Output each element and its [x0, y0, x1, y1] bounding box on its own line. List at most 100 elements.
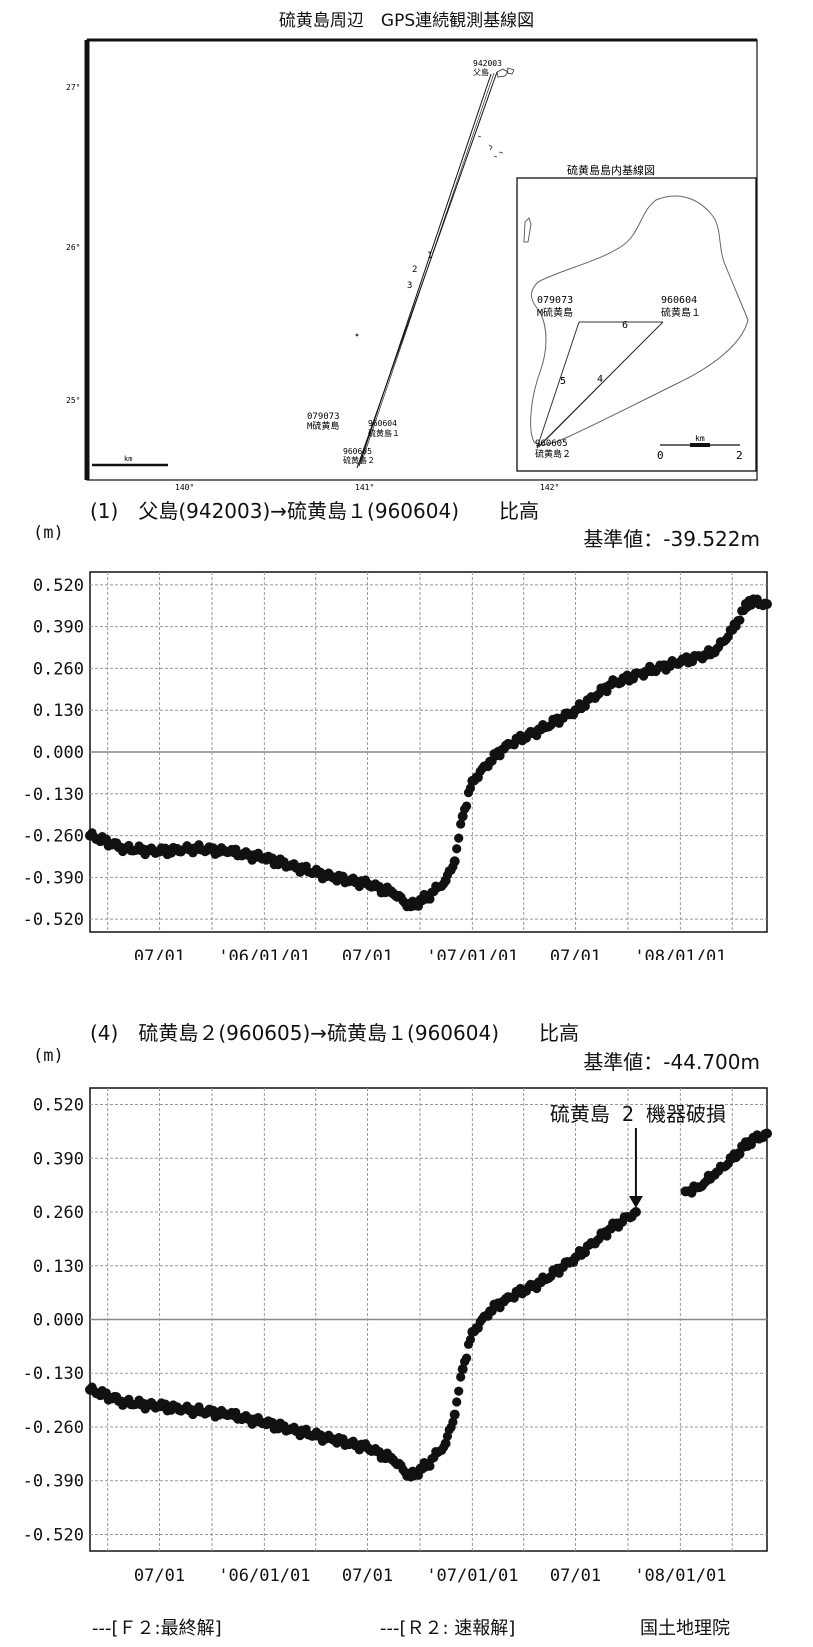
chart-1-data-dot	[760, 598, 770, 608]
inset-station-960605-name: 硫黄島２	[535, 448, 571, 460]
station-960604-id: 960604	[368, 419, 397, 428]
chart-1-y-tick-label: 0.260	[33, 659, 84, 679]
chichijima-island-2	[506, 67, 515, 75]
station-079073-name: M硫黄島	[307, 420, 339, 432]
chart-2-data-point	[449, 1409, 460, 1420]
chart-2-data-point	[457, 1364, 468, 1375]
chart-2-baseline-value: 基準値：-44.700m	[583, 1050, 760, 1074]
chart-1-unit: (m)	[33, 523, 64, 543]
chart-2-unit: (m)	[33, 1046, 64, 1066]
station-960605-id: 960605	[343, 447, 372, 456]
baseline-number-4: 4	[597, 374, 603, 385]
chart-1-y-tick-label: -0.390	[23, 868, 84, 888]
inset-station-960604-id: 960604	[661, 295, 697, 306]
lat-label-27: 27°	[66, 83, 80, 92]
chart-1-x-tick-label: '07/01/01	[426, 947, 518, 960]
organization-label: 国土地理院	[640, 1618, 730, 1639]
chart-1-baseline-value: 基準値：-39.522m	[583, 527, 760, 551]
chart-1-data-dot	[448, 862, 458, 872]
baseline-number-6: 6	[622, 320, 628, 331]
chart-1-data-dot	[456, 819, 466, 829]
station-960604-name: 硫黄島１	[368, 428, 400, 438]
station-960605-name: 硫黄島２	[343, 455, 375, 465]
inset-scale-tick-2: 2	[736, 449, 743, 462]
chart-1-x-tick-label: '08/01/01	[634, 947, 726, 960]
inset-frame	[516, 177, 757, 472]
chart-2-data-dot	[465, 1334, 476, 1345]
chart-1-x-tick-label: 07/01	[342, 947, 393, 960]
chart-2-data-dot	[448, 1417, 458, 1427]
chart-1-y-tick-label: -0.260	[23, 827, 84, 847]
lon-label-140: 140°	[175, 483, 194, 492]
station-079073-id: 079073	[307, 412, 340, 422]
chart-1-y-tick-label: 0.520	[33, 576, 84, 596]
chart-2-annotation-arrowhead	[628, 1196, 643, 1209]
kangoku-rock	[523, 217, 532, 243]
chart-2-x-tick-label: 07/01	[342, 1566, 393, 1586]
chart-2-y-tick-label: 0.000	[33, 1311, 84, 1331]
chart-2-x-tick-label: '08/01/01	[634, 1566, 726, 1586]
inset-title: 硫黄島島内基線図	[567, 163, 655, 177]
chart-2-data-dot	[454, 1386, 464, 1396]
inset-station-079073-name: M硫黄島	[537, 306, 573, 319]
chart-2-data-dot	[461, 1353, 472, 1363]
chart-2-annotation: 硫黄島 2 機器破損	[550, 1102, 726, 1126]
chart-2-x-tick-label: '07/01/01	[426, 1566, 518, 1586]
chart-2-data-dot	[760, 1129, 770, 1139]
chart-1-title: (1) 父島(942003)→硫黄島１(960604) 比高	[90, 499, 539, 523]
hahajima-islands	[477, 135, 504, 158]
map-scale-label: km	[124, 455, 132, 463]
lon-label-141: 141°	[355, 483, 374, 492]
minami-iwo-island	[355, 333, 359, 337]
lat-label-26: 26°	[66, 243, 80, 252]
chart-1-series-0	[85, 594, 772, 912]
chart-2-x-tick-label: 07/01	[134, 1566, 185, 1586]
baseline-map: 27° 26° 25° 140° 141° 142° km 1 2 3 9420…	[66, 38, 758, 492]
station-942003-name: 父島	[473, 67, 489, 77]
inset-scale-tick-0: 0	[657, 449, 664, 462]
chart-2-title: (4) 硫黄島２(960605)→硫黄島１(960604) 比高	[90, 1021, 579, 1045]
chart-2: 0.520 0.390 0.260 0.130 0.000 -0.130 -0.260 -0.…	[23, 1087, 772, 1586]
chart-2-series-1	[680, 1128, 772, 1198]
chart-1-y-tick-label: -0.130	[23, 785, 84, 805]
legend-f2-final: ---[Ｆ２:最終解]	[92, 1618, 222, 1639]
chart-2-data-dot	[452, 1397, 462, 1407]
chart-2-data-dot	[735, 1149, 745, 1159]
baseline-4b	[538, 321, 664, 448]
baseline-3	[360, 72, 495, 465]
chart-2-data-dot	[629, 1208, 639, 1218]
inset-station-079073-id: 079073	[537, 295, 573, 306]
chart-1-data-dot	[461, 801, 472, 811]
inset-station-960604-name: 硫黄島１	[661, 306, 701, 319]
chart-2-y-tick-label: 0.520	[33, 1096, 84, 1116]
station-942003-id: 942003	[473, 59, 502, 68]
baseline-number-2: 2	[412, 265, 417, 275]
map-title: 硫黄島周辺 GPS連続観測基線図	[278, 11, 535, 31]
chart-2-y-tick-label: 0.390	[33, 1149, 84, 1169]
chart-1-x-tick-label: 07/01	[550, 947, 601, 960]
baseline-5	[536, 321, 580, 449]
chart-2-x-tick-label: '06/01/01	[218, 1566, 310, 1586]
chart-1-data-point	[457, 811, 468, 822]
baseline-number-5: 5	[560, 376, 566, 387]
lon-label-142: 142°	[540, 483, 559, 492]
chart-2-y-tick-label: 0.260	[33, 1203, 84, 1223]
inset-scale-label: km	[695, 434, 705, 443]
inset-station-960605-id: 960605	[535, 439, 568, 449]
chart-1-y-tick-label: 0.000	[33, 743, 84, 763]
chichijima-island	[496, 68, 509, 78]
chart-1-x-tick-label: '06/01/01	[218, 947, 310, 960]
chart-2-y-tick-label: -0.520	[23, 1525, 84, 1545]
chart-1-data-dot	[465, 783, 476, 793]
chart-2-data-dot	[439, 1442, 449, 1452]
chart-1-data-dot	[452, 844, 462, 854]
chart-2-y-tick-label: -0.260	[23, 1418, 84, 1438]
lat-label-25: 25°	[66, 396, 80, 405]
chart-1-y-tick-label: -0.520	[23, 910, 84, 930]
legend-r2-rapid: ---[Ｒ２: 速報解]	[380, 1618, 516, 1639]
chart-1-data-dot	[454, 833, 464, 843]
chart-1-data-dot	[735, 615, 745, 625]
chart-2-y-tick-label: -0.390	[23, 1472, 84, 1492]
chart-1-y-tick-label: 0.390	[33, 618, 84, 638]
baseline-2	[358, 73, 492, 467]
